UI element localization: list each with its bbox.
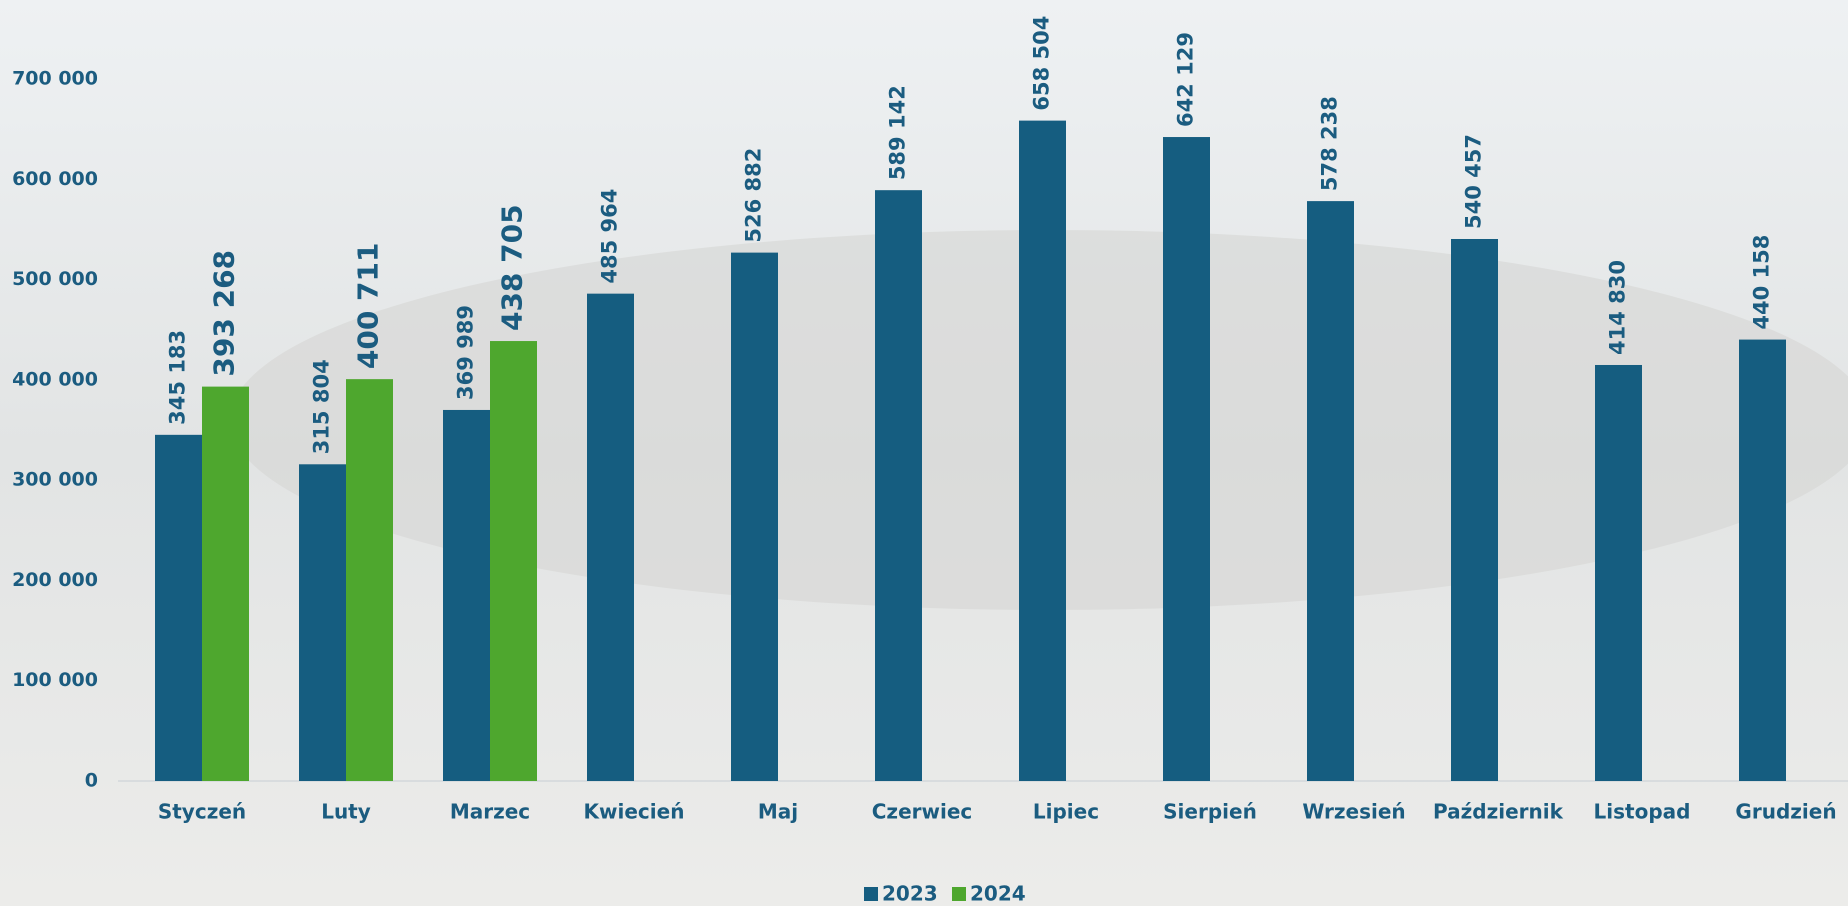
y-tick-label: 600 000	[12, 168, 98, 190]
y-tick-label: 0	[85, 770, 98, 792]
value-label: 369 989	[454, 305, 478, 400]
bar	[1451, 239, 1498, 781]
x-tick-label: Sierpień	[1163, 800, 1257, 824]
value-label: 578 238	[1318, 96, 1342, 191]
value-label: 642 129	[1174, 32, 1198, 127]
bar	[1163, 137, 1210, 781]
value-label: 526 882	[742, 148, 766, 243]
legend-swatch	[952, 887, 966, 901]
y-tick-label: 400 000	[12, 368, 98, 390]
y-tick-label: 100 000	[12, 669, 98, 691]
legend-label: 2023	[882, 882, 938, 906]
value-label: 485 964	[598, 189, 622, 284]
y-tick-label: 700 000	[12, 68, 98, 90]
x-tick-label: Wrzesień	[1302, 800, 1405, 824]
bar	[1019, 121, 1066, 781]
bar	[875, 190, 922, 781]
value-label: 315 804	[310, 359, 334, 454]
value-label: 414 830	[1606, 260, 1630, 355]
value-label: 440 158	[1750, 235, 1774, 330]
bar	[155, 435, 202, 781]
value-label: 438 705	[496, 204, 529, 331]
legend-label: 2024	[970, 882, 1026, 906]
value-label: 400 711	[352, 242, 385, 369]
bar	[731, 253, 778, 781]
bar	[202, 387, 249, 781]
x-tick-label: Grudzień	[1735, 800, 1836, 824]
x-tick-label: Czerwiec	[872, 800, 973, 824]
x-tick-label: Kwiecień	[584, 800, 685, 824]
y-tick-label: 200 000	[12, 569, 98, 591]
bar	[1739, 340, 1786, 781]
x-tick-label: Listopad	[1594, 800, 1691, 824]
x-tick-label: Maj	[758, 800, 798, 824]
y-tick-label: 300 000	[12, 469, 98, 491]
bar	[587, 294, 634, 781]
bar	[1595, 365, 1642, 781]
bar	[1307, 201, 1354, 781]
y-tick-label: 500 000	[12, 268, 98, 290]
value-label: 658 504	[1030, 16, 1054, 111]
x-tick-label: Styczeń	[158, 800, 246, 824]
chart: 0 100 000 200 000 300 000 400 000 500 000 600 …	[0, 0, 1848, 906]
x-tick-label: Październik	[1433, 800, 1564, 824]
legend-swatch	[864, 887, 878, 901]
x-tick-label: Marzec	[450, 800, 530, 824]
bar	[443, 410, 490, 781]
bar	[490, 341, 537, 781]
value-label: 589 142	[886, 85, 910, 180]
bar	[299, 464, 346, 781]
x-tick-label: Lipiec	[1033, 800, 1099, 824]
bar	[346, 379, 393, 781]
value-label: 345 183	[166, 330, 190, 425]
value-label: 393 268	[208, 250, 241, 377]
x-tick-label: Luty	[321, 800, 371, 824]
value-label: 540 457	[1462, 134, 1486, 229]
